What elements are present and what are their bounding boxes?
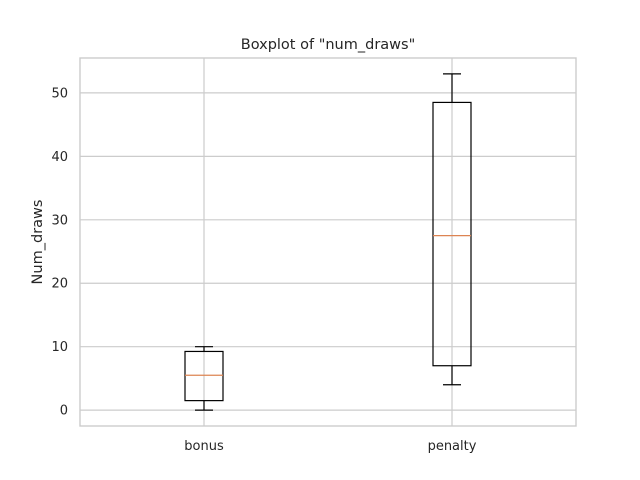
x-tick-label: bonus — [184, 439, 224, 454]
iqr-box — [432, 101, 472, 367]
box-layer — [184, 73, 472, 411]
y-tick-label: 0 — [60, 404, 68, 419]
iqr-box — [184, 350, 224, 402]
y-tick-labels: 0 10 20 30 40 50 — [51, 86, 68, 418]
box-group-bonus — [184, 346, 224, 411]
y-tick-label: 50 — [51, 86, 68, 101]
x-tick-labels: bonus penalty — [184, 439, 476, 454]
chart-title: Boxplot of "num_draws" — [241, 37, 416, 53]
x-tick-label: penalty — [428, 439, 477, 454]
y-tick-label: 20 — [51, 277, 68, 292]
grid-layer — [80, 58, 576, 426]
plot-frame — [79, 57, 577, 427]
box-group-penalty — [432, 73, 472, 386]
y-axis-label: Num_draws — [30, 200, 46, 285]
y-tick-label: 40 — [51, 150, 68, 165]
y-tick-label: 30 — [51, 213, 68, 228]
y-tick-label: 10 — [51, 340, 68, 355]
